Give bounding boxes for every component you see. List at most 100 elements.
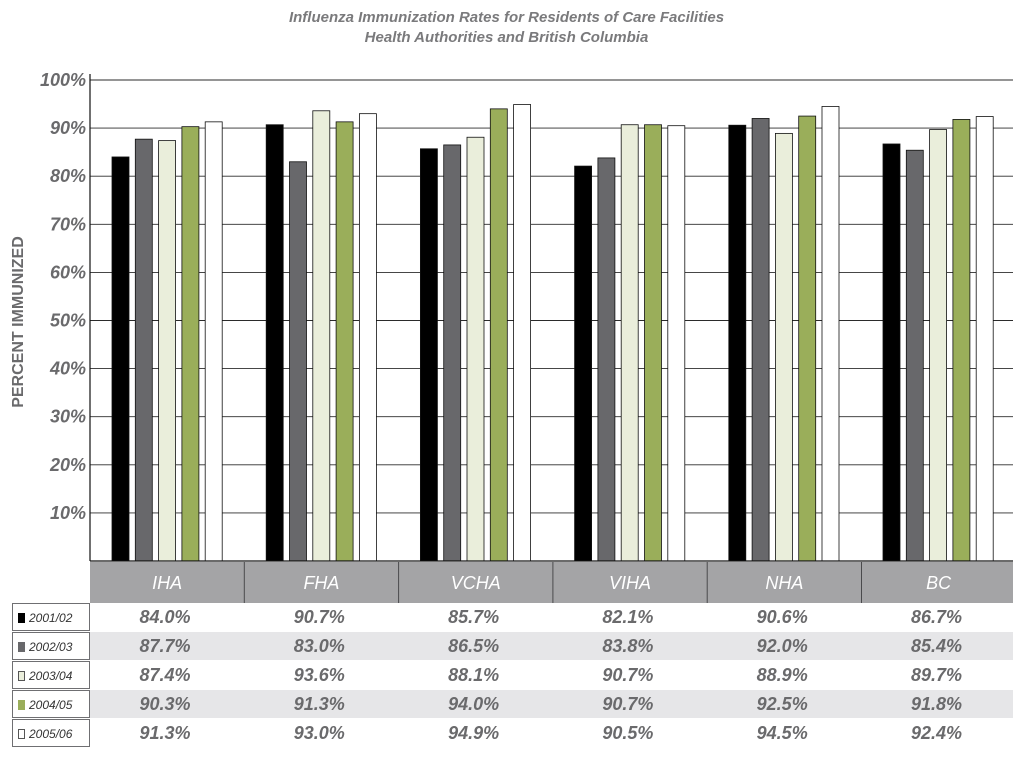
legend-cell: 2002/03: [12, 632, 90, 660]
bar-fha-2001-02: [265, 124, 284, 562]
table-cell: 93.0%: [293, 723, 345, 743]
bar-chart: 10% 20% 30% 40% 50% 60% 70% 80% 90% 100% IHA FHA VC…: [10, 70, 1013, 603]
legend-swatch: [18, 613, 25, 623]
table-cell: 89.7%: [910, 665, 963, 685]
category-label-nha: NHA: [765, 573, 803, 593]
bar-fha-2003-04: [312, 110, 331, 562]
y-tick-label: 80%: [50, 166, 86, 186]
table-cell: 90.7%: [293, 607, 345, 627]
table-cell: 86.5%: [448, 636, 500, 656]
bar-bc-2005-06: [975, 116, 994, 562]
bar-nha-2005-06: [821, 106, 840, 562]
bar-iha-2005-06: [204, 121, 223, 562]
table-row: 2003/04 87.4% 93.6% 88.1% 90.7% 88.9% 89.7%: [12, 661, 1013, 689]
bar-iha-2003-04: [158, 140, 177, 562]
table-cell: 91.3%: [139, 723, 191, 743]
table-cell: 94.0%: [448, 694, 500, 714]
bar-vcha-2005-06: [513, 104, 531, 562]
bar-bc-2001-02: [882, 143, 901, 562]
bar-viha-2001-02: [574, 165, 592, 562]
bar-bc-2002-03: [905, 149, 924, 562]
category-label-viha: VIHA: [609, 573, 651, 593]
bar-nha-2002-03: [751, 118, 770, 562]
legend-year-label: 2002/03: [29, 640, 73, 654]
legend-cell: 2003/04: [12, 661, 90, 689]
table-cell: 93.6%: [293, 665, 345, 685]
table-cell: 82.1%: [602, 607, 654, 627]
table-cell: 91.3%: [293, 694, 345, 714]
category-label-vcha: VCHA: [451, 573, 501, 593]
table-cell: 91.8%: [910, 694, 963, 714]
bar-bc-2004-05: [952, 119, 971, 562]
category-label-fha: FHA: [303, 573, 339, 593]
table-cell: 90.7%: [602, 694, 654, 714]
y-tick-label: 20%: [49, 455, 86, 475]
legend-year-label: 2005/06: [29, 727, 73, 741]
bar-nha-2003-04: [775, 132, 793, 562]
chart-title-line-1: Influenza Immunization Rates for Residen…: [288, 9, 725, 26]
axes: [89, 74, 1013, 562]
y-tick-label: 40%: [49, 359, 86, 379]
legend-year-label: 2003/04: [29, 669, 73, 683]
legend-cell: 2004/05: [12, 690, 90, 718]
table-cell: 92.5%: [756, 694, 808, 714]
table-cell: 83.8%: [602, 636, 654, 656]
chart-subtitle: Health Authorities and British Columbia: [364, 29, 649, 46]
chart-title: Influenza Immunization Rates for Residen…: [0, 8, 1013, 48]
category-label-bc: BC: [926, 573, 952, 593]
table-row: 2004/05 90.3% 91.3% 94.0% 90.7% 92.5% 91.8%: [12, 690, 1013, 718]
table-cell: 90.7%: [602, 665, 654, 685]
table-cell: 90.3%: [139, 694, 191, 714]
table-cell: 90.6%: [756, 607, 808, 627]
bar-vcha-2001-02: [419, 148, 438, 562]
category-band: [90, 562, 1013, 603]
y-tick-label: 50%: [50, 311, 86, 331]
bar-iha-2001-02: [111, 156, 130, 562]
y-axis-ticks: 10% 20% 30% 40% 50% 60% 70% 80% 90% 100%: [40, 70, 86, 523]
bar-viha-2004-05: [644, 124, 662, 562]
bar-vcha-2004-05: [489, 108, 508, 562]
bar-viha-2002-03: [597, 157, 616, 562]
table-cell: 94.5%: [756, 723, 808, 743]
y-axis-label: PERCENT IMMUNIZED: [10, 236, 27, 408]
table-cell: 94.9%: [448, 723, 500, 743]
bar-viha-2005-06: [667, 125, 686, 562]
table-cell: 87.4%: [139, 665, 191, 685]
bar-iha-2002-03: [134, 138, 153, 562]
y-tick-label: 90%: [50, 118, 86, 138]
legend-year-label: 2004/05: [29, 698, 73, 712]
table-cell: 87.7%: [139, 636, 191, 656]
bar-nha-2001-02: [728, 124, 747, 562]
table-cell: 92.4%: [910, 723, 963, 743]
bar-bc-2003-04: [929, 129, 947, 562]
category-label-iha: IHA: [152, 573, 182, 593]
y-tick-label: 10%: [50, 503, 86, 523]
bar-iha-2004-05: [181, 126, 200, 562]
bar-fha-2002-03: [289, 161, 307, 562]
table-cell: 92.0%: [756, 636, 808, 656]
table-row: 2001/02 84.0% 90.7% 85.7% 82.1% 90.6% 86.7%: [12, 603, 1013, 631]
table-row: 2005/06 91.3% 93.0% 94.9% 90.5% 94.5% 92.4%: [12, 719, 1013, 747]
table-row: 2002/03 87.7% 83.0% 86.5% 83.8% 92.0% 85.4%: [12, 632, 1013, 660]
bar-fha-2004-05: [335, 121, 354, 562]
bar-nha-2004-05: [798, 115, 817, 562]
table-cell: 85.7%: [448, 607, 500, 627]
legend-cell: 2005/06: [12, 719, 90, 747]
gridlines: [90, 79, 1013, 514]
table-cell: 84.0%: [139, 607, 191, 627]
table-cell: 88.1%: [448, 665, 500, 685]
table-cell: 90.5%: [602, 723, 654, 743]
bar-vcha-2003-04: [466, 136, 485, 562]
legend-cell: 2001/02: [12, 603, 90, 631]
bar-vcha-2002-03: [443, 144, 462, 562]
y-tick-label: 70%: [50, 214, 86, 234]
table-cell: 85.4%: [910, 636, 963, 656]
legend-swatch: [18, 729, 25, 739]
bar-viha-2003-04: [620, 124, 639, 562]
table-cell: 88.9%: [756, 665, 808, 685]
legend-swatch: [18, 671, 25, 681]
legend-swatch: [18, 700, 25, 710]
bar-fha-2005-06: [358, 113, 377, 562]
y-tick-label: 100%: [40, 70, 86, 90]
y-tick-label: 60%: [50, 262, 86, 282]
